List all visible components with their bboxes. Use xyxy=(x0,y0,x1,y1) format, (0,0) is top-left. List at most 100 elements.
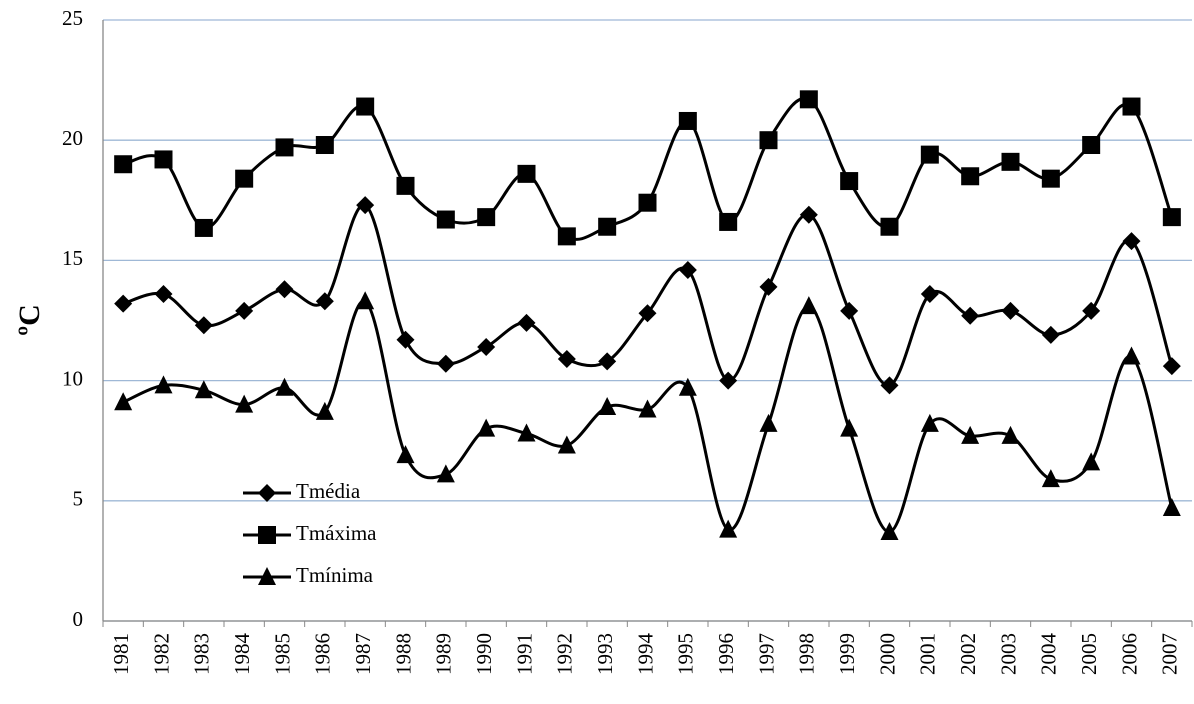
data-point xyxy=(719,371,738,390)
data-point xyxy=(1082,301,1101,320)
data-point xyxy=(114,294,133,313)
data-point xyxy=(840,301,859,320)
data-point xyxy=(1162,208,1181,227)
x-tick-label: 1993 xyxy=(593,633,617,675)
data-point xyxy=(799,296,818,315)
data-point xyxy=(315,401,334,420)
x-tick-label: 2002 xyxy=(956,633,980,675)
series-line xyxy=(122,203,1174,387)
data-point xyxy=(1041,169,1060,188)
y-tick-label: 25 xyxy=(62,6,83,30)
data-point xyxy=(396,445,415,464)
y-tick-label: 5 xyxy=(73,487,84,511)
x-tick-label: 1986 xyxy=(311,633,335,675)
data-point xyxy=(920,285,939,304)
legend-marker xyxy=(258,526,276,544)
data-point xyxy=(194,380,213,399)
x-tick-label: 1989 xyxy=(432,633,456,675)
data-point xyxy=(235,301,254,320)
data-point xyxy=(638,304,657,323)
data-point xyxy=(759,131,778,150)
x-tick-label: 1991 xyxy=(512,633,536,675)
data-point xyxy=(396,176,415,195)
x-tick-label: 1987 xyxy=(351,633,375,675)
x-tick-label: 1996 xyxy=(714,633,738,675)
y-tick-label: 20 xyxy=(62,126,83,150)
data-point xyxy=(557,435,576,454)
data-point xyxy=(557,227,576,246)
data-point xyxy=(1082,452,1101,471)
data-point xyxy=(477,337,496,356)
x-tick-label: 1983 xyxy=(190,633,214,675)
data-point xyxy=(275,377,294,396)
data-point xyxy=(759,413,778,432)
data-point xyxy=(638,399,657,418)
data-point xyxy=(1162,357,1181,376)
x-tick-label: 2005 xyxy=(1077,633,1101,675)
data-point xyxy=(961,425,980,444)
x-tick-label: 1998 xyxy=(795,633,819,675)
y-axis-label: ºC xyxy=(13,304,46,336)
data-point xyxy=(759,277,778,296)
data-point xyxy=(880,522,899,541)
x-tick-label: 1994 xyxy=(633,633,657,676)
data-point xyxy=(920,413,939,432)
data-point xyxy=(1001,425,1020,444)
data-point xyxy=(356,97,375,116)
data-point xyxy=(194,316,213,335)
data-point xyxy=(1122,232,1141,251)
data-point xyxy=(1001,152,1020,171)
data-point xyxy=(154,375,173,394)
data-point xyxy=(678,377,697,396)
data-point xyxy=(678,111,697,130)
data-point xyxy=(1122,346,1141,365)
y-tick-label: 10 xyxy=(62,366,83,390)
data-point xyxy=(436,210,455,229)
data-point xyxy=(840,418,859,437)
data-point xyxy=(598,352,617,371)
data-point xyxy=(799,205,818,224)
y-tick-label: 0 xyxy=(73,607,84,631)
data-point xyxy=(114,392,133,411)
legend-marker xyxy=(258,484,276,502)
data-point xyxy=(517,423,536,442)
data-point xyxy=(194,218,213,237)
data-point xyxy=(598,217,617,236)
data-point xyxy=(235,169,254,188)
legend-label: Tmínima xyxy=(296,563,374,587)
data-point xyxy=(154,285,173,304)
data-point xyxy=(1162,498,1181,517)
data-point xyxy=(1041,325,1060,344)
data-point xyxy=(961,306,980,325)
x-tick-label: 1992 xyxy=(553,633,577,675)
x-tick-label: 2001 xyxy=(916,633,940,675)
y-tick-label: 15 xyxy=(62,246,83,270)
data-point xyxy=(275,138,294,157)
x-tick-label: 2007 xyxy=(1158,633,1182,675)
x-tick-label: 2006 xyxy=(1117,633,1141,675)
data-point xyxy=(517,164,536,183)
x-tick-label: 1981 xyxy=(109,633,133,675)
legend-marker xyxy=(258,567,276,585)
x-tick-label: 1985 xyxy=(270,633,294,675)
data-point xyxy=(315,292,334,311)
data-point xyxy=(557,349,576,368)
x-tick-label: 1990 xyxy=(472,633,496,675)
data-point xyxy=(114,155,133,174)
legend-label: Tmáxima xyxy=(296,521,377,545)
data-point xyxy=(880,217,899,236)
x-tick-label: 2003 xyxy=(996,633,1020,675)
data-point xyxy=(356,196,375,215)
data-point xyxy=(517,313,536,332)
data-point xyxy=(638,193,657,212)
data-point xyxy=(356,291,375,310)
x-tick-label: 1988 xyxy=(391,633,415,675)
x-tick-label: 2000 xyxy=(875,633,899,675)
x-tick-label: 1982 xyxy=(149,633,173,675)
data-point xyxy=(1041,469,1060,488)
data-point xyxy=(1001,301,1020,320)
data-point xyxy=(719,212,738,231)
data-point xyxy=(275,280,294,299)
